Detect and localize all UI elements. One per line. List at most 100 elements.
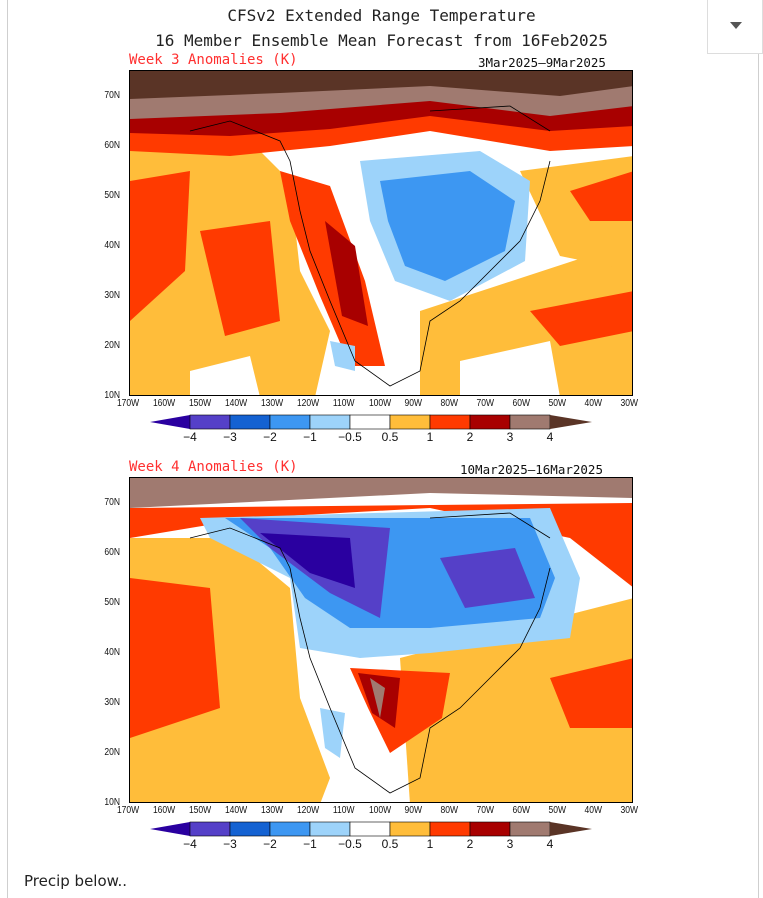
- lat-tick-label: 70N: [104, 90, 120, 101]
- lat-tick-label: 10N: [104, 797, 120, 808]
- colorbar: [150, 414, 592, 430]
- lon-tick-label: 100W: [368, 805, 392, 816]
- colorbar-swatch: [269, 414, 311, 430]
- colorbar-swatch: [509, 821, 551, 837]
- colorbar-label: −2: [263, 430, 277, 444]
- lon-tick-label: 120W: [296, 805, 320, 816]
- lon-tick-label: 60W: [512, 398, 531, 409]
- lon-tick-label: 90W: [404, 805, 423, 816]
- colorbar-label: −0.5: [338, 430, 362, 444]
- colorbar-swatch: [509, 414, 551, 430]
- colorbar-swatch: [429, 821, 471, 837]
- colorbar-arrow-high: [550, 822, 592, 836]
- colorbar-label: −0.5: [338, 837, 362, 851]
- colorbar-label: −4: [183, 837, 197, 851]
- colorbar-arrow-low: [150, 415, 190, 429]
- week4-anomaly-map: [129, 477, 633, 803]
- lon-tick-label: 140W: [224, 398, 248, 409]
- week4-dates: 10Mar2025–16Mar2025: [460, 462, 603, 477]
- week4-map-graphic: [130, 478, 632, 802]
- colorbar-label: 4: [546, 430, 554, 444]
- colorbar-label: −3: [223, 430, 237, 444]
- lon-tick-label: 170W: [116, 398, 140, 409]
- lat-tick-label: 30N: [104, 290, 120, 301]
- colorbar-label: −2: [263, 837, 277, 851]
- week4-label: Week 4 Anomalies (K): [129, 459, 298, 475]
- lat-tick-label: 50N: [104, 597, 120, 608]
- lon-tick-label: 110W: [332, 398, 355, 409]
- colorbar-arrow-low: [150, 822, 190, 836]
- colorbar-swatch: [269, 821, 311, 837]
- lat-tick-label: 20N: [104, 747, 120, 758]
- week3-anomaly-map: [129, 70, 633, 396]
- colorbar-arrow-high: [550, 415, 592, 429]
- lon-tick-label: 160W: [152, 398, 176, 409]
- colorbar-swatch: [229, 414, 271, 430]
- lat-tick-label: 50N: [104, 190, 120, 201]
- lon-tick-label: 90W: [404, 398, 423, 409]
- lat-tick-label: 10N: [104, 390, 120, 401]
- post-text: Precip below..: [24, 872, 128, 890]
- lon-tick-label: 140W: [224, 805, 248, 816]
- colorbar-label: 2: [466, 430, 474, 444]
- colorbar-swatch: [389, 414, 431, 430]
- colorbar-label: 0.5: [381, 430, 399, 444]
- colorbar: [150, 821, 592, 837]
- week3-label: Week 3 Anomalies (K): [129, 52, 298, 68]
- colorbar-swatch: [389, 821, 431, 837]
- colorbar-swatch: [429, 414, 471, 430]
- colorbar-swatch: [189, 821, 231, 837]
- colorbar-swatch: [309, 821, 351, 837]
- caret-down-icon: [730, 22, 742, 29]
- colorbar-label: 0.5: [381, 837, 399, 851]
- lon-tick-label: 50W: [548, 398, 567, 409]
- dropdown-button[interactable]: [707, 0, 763, 54]
- post-frame: [7, 0, 759, 898]
- colorbar-label: 1: [426, 430, 434, 444]
- lon-tick-label: 50W: [548, 805, 567, 816]
- lat-tick-label: 40N: [104, 240, 120, 251]
- lon-tick-label: 170W: [116, 805, 140, 816]
- colorbar-label: 1: [426, 837, 434, 851]
- lon-tick-label: 120W: [296, 398, 320, 409]
- lat-tick-label: 20N: [104, 340, 120, 351]
- colorbar-label: 3: [506, 430, 514, 444]
- colorbar-swatch: [309, 414, 351, 430]
- lat-tick-label: 70N: [104, 497, 120, 508]
- lon-tick-label: 60W: [512, 805, 531, 816]
- colorbar-swatch: [349, 414, 391, 430]
- lon-tick-label: 130W: [260, 398, 284, 409]
- colorbar-label: −1: [303, 430, 317, 444]
- lat-tick-label: 30N: [104, 697, 120, 708]
- lat-tick-label: 40N: [104, 647, 120, 658]
- colorbar-swatch: [229, 821, 271, 837]
- week3-dates: 3Mar2025–9Mar2025: [478, 55, 606, 70]
- lon-tick-label: 40W: [584, 398, 603, 409]
- lon-tick-label: 130W: [260, 805, 284, 816]
- colorbar-label: −3: [223, 837, 237, 851]
- colorbar-label: −4: [183, 430, 197, 444]
- lat-tick-label: 60N: [104, 140, 120, 151]
- lon-tick-label: 80W: [440, 398, 459, 409]
- lon-tick-label: 70W: [476, 398, 495, 409]
- chart-subtitle: 16 Member Ensemble Mean Forecast from 16…: [155, 31, 608, 50]
- colorbar-swatch: [349, 821, 391, 837]
- colorbar-label: −1: [303, 837, 317, 851]
- chart-title: CFSv2 Extended Range Temperature: [227, 6, 536, 25]
- colorbar-label: 2: [466, 837, 474, 851]
- colorbar-swatch: [189, 414, 231, 430]
- lon-tick-label: 100W: [368, 398, 392, 409]
- lon-tick-label: 70W: [476, 805, 495, 816]
- week3-map-graphic: [130, 71, 632, 395]
- colorbar-swatch: [469, 821, 511, 837]
- colorbar-label: 4: [546, 837, 554, 851]
- lon-tick-label: 110W: [332, 805, 355, 816]
- colorbar-label: 3: [506, 837, 514, 851]
- lon-tick-label: 80W: [440, 805, 459, 816]
- lon-tick-label: 30W: [620, 805, 639, 816]
- lat-tick-label: 60N: [104, 547, 120, 558]
- lon-tick-label: 30W: [620, 398, 639, 409]
- lon-tick-label: 150W: [188, 805, 212, 816]
- lon-tick-label: 40W: [584, 805, 603, 816]
- lon-tick-label: 150W: [188, 398, 212, 409]
